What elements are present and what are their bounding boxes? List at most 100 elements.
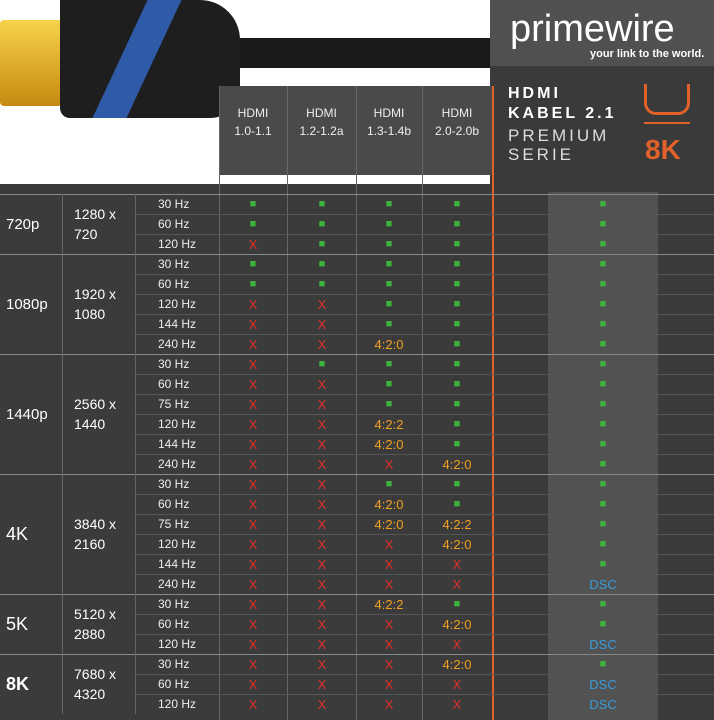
cell: DSC bbox=[589, 576, 617, 592]
cell: ■ bbox=[385, 478, 393, 490]
row-line bbox=[135, 374, 714, 375]
cell: ■ bbox=[249, 198, 257, 210]
resolution-badge: 8K bbox=[645, 134, 681, 165]
column-header: HDMI bbox=[237, 106, 269, 120]
refresh-rate: 60 Hz bbox=[158, 677, 190, 691]
resolution: 1920 x 1080 bbox=[74, 286, 117, 322]
cell: ■ bbox=[453, 278, 461, 290]
cell: X bbox=[317, 416, 327, 432]
column-line bbox=[422, 86, 423, 720]
cell: X bbox=[248, 636, 258, 652]
column-line bbox=[219, 86, 220, 720]
cell: ■ bbox=[453, 218, 461, 230]
refresh-rate: 120 Hz bbox=[158, 297, 197, 311]
cell: X bbox=[248, 336, 258, 352]
cell-line bbox=[62, 354, 63, 474]
refresh-rate: 120 Hz bbox=[158, 637, 197, 651]
group-label: 720p bbox=[6, 215, 40, 233]
cell: ■ bbox=[453, 258, 461, 270]
group-label: 1080p bbox=[6, 295, 48, 313]
cell: X bbox=[317, 316, 327, 332]
cell: ■ bbox=[318, 218, 326, 230]
cell: X bbox=[317, 696, 327, 712]
refresh-rate: 30 Hz bbox=[158, 597, 190, 611]
refresh-rate: 120 Hz bbox=[158, 237, 197, 251]
cell-line bbox=[62, 594, 63, 654]
row-line bbox=[135, 214, 714, 215]
cell: X bbox=[317, 596, 327, 612]
cell: X bbox=[452, 576, 462, 592]
resolution: 2560 x 1440 bbox=[74, 396, 117, 432]
cell: X bbox=[384, 616, 394, 632]
column-header: HDMI bbox=[373, 106, 405, 120]
row-line bbox=[135, 314, 714, 315]
column-header: HDMI bbox=[441, 106, 473, 120]
refresh-rate: 30 Hz bbox=[158, 197, 190, 211]
cell: ■ bbox=[453, 298, 461, 310]
group-line bbox=[0, 354, 714, 355]
cell: 4:2:0 bbox=[374, 336, 404, 352]
cell: 4:2:0 bbox=[374, 516, 404, 532]
cell: ■ bbox=[599, 598, 607, 610]
cell: ■ bbox=[599, 478, 607, 490]
cell: ■ bbox=[318, 198, 326, 210]
refresh-rate: 30 Hz bbox=[158, 477, 190, 491]
cell-line bbox=[62, 254, 63, 354]
cell: X bbox=[317, 676, 327, 692]
cell: ■ bbox=[599, 538, 607, 550]
refresh-rate: 60 Hz bbox=[158, 377, 190, 391]
cell: ■ bbox=[599, 218, 607, 230]
row-line bbox=[135, 234, 714, 235]
column-header: 2.0-2.0b bbox=[434, 124, 480, 138]
cell: X bbox=[317, 636, 327, 652]
refresh-rate: 120 Hz bbox=[158, 417, 197, 431]
cell: ■ bbox=[453, 238, 461, 250]
cell: ■ bbox=[318, 278, 326, 290]
cell: ■ bbox=[385, 378, 393, 390]
cell: X bbox=[452, 696, 462, 712]
row-line bbox=[135, 694, 714, 695]
cell-line bbox=[135, 594, 136, 654]
cell: ■ bbox=[318, 258, 326, 270]
cell: ■ bbox=[599, 658, 607, 670]
cell: ■ bbox=[453, 358, 461, 370]
cell: X bbox=[452, 556, 462, 572]
cell: X bbox=[384, 676, 394, 692]
refresh-rate: 75 Hz bbox=[158, 517, 190, 531]
cell: ■ bbox=[249, 258, 257, 270]
group-line bbox=[0, 254, 714, 255]
row-line bbox=[135, 674, 714, 675]
cell-line bbox=[135, 254, 136, 354]
cell: X bbox=[248, 496, 258, 512]
resolution: 1280 x 720 bbox=[74, 206, 117, 242]
cell: ■ bbox=[599, 238, 607, 250]
row-line bbox=[135, 614, 714, 615]
row-line bbox=[135, 514, 714, 515]
group-line bbox=[0, 474, 714, 475]
logo-icon bbox=[644, 84, 690, 115]
cell: X bbox=[317, 656, 327, 672]
cell: X bbox=[248, 376, 258, 392]
cell: X bbox=[248, 536, 258, 552]
cell: ■ bbox=[599, 518, 607, 530]
refresh-rate: 60 Hz bbox=[158, 217, 190, 231]
cell: ■ bbox=[453, 438, 461, 450]
row-line bbox=[135, 294, 714, 295]
cell: 4:2:2 bbox=[374, 416, 404, 432]
cell: X bbox=[248, 236, 258, 252]
row-line bbox=[135, 454, 714, 455]
brand: primewire bbox=[510, 8, 675, 50]
cell: X bbox=[317, 376, 327, 392]
cell: X bbox=[317, 616, 327, 632]
cell: ■ bbox=[453, 498, 461, 510]
group-label: 5K bbox=[6, 613, 29, 634]
cell: ■ bbox=[599, 358, 607, 370]
cell: X bbox=[248, 596, 258, 612]
cell: X bbox=[317, 436, 327, 452]
row-line bbox=[135, 414, 714, 415]
row-line bbox=[135, 634, 714, 635]
cell: X bbox=[317, 456, 327, 472]
cell: ■ bbox=[599, 338, 607, 350]
column-header: HDMI bbox=[306, 106, 337, 120]
divider bbox=[492, 86, 494, 720]
